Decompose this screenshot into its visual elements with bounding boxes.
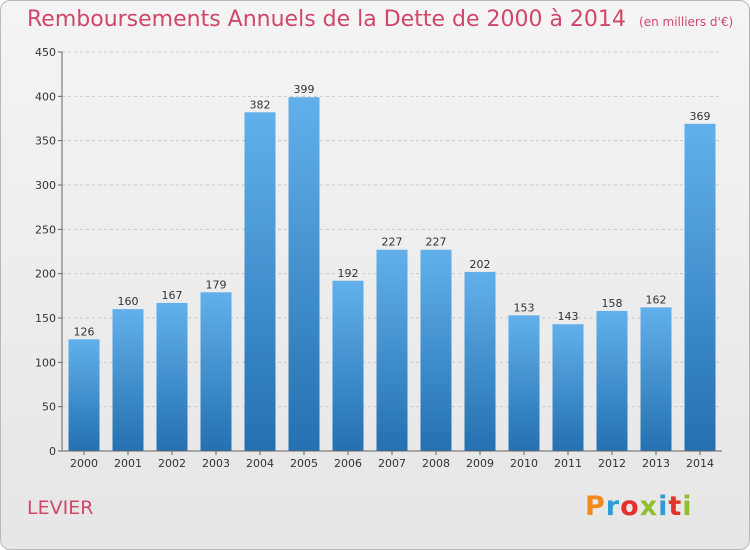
y-tick-label: 0 bbox=[49, 445, 56, 458]
data-label: 160 bbox=[118, 295, 139, 308]
y-tick-label: 250 bbox=[35, 223, 56, 236]
x-tick-label: 2008 bbox=[422, 457, 450, 470]
data-label: 158 bbox=[602, 297, 623, 310]
bar bbox=[464, 271, 496, 451]
data-label: 162 bbox=[646, 293, 667, 306]
x-tick-label: 2005 bbox=[290, 457, 318, 470]
bar bbox=[552, 324, 584, 451]
bars: 126 160 167 179 382 399 192 227 227 202 153 143 158 1… bbox=[68, 83, 716, 451]
data-label: 192 bbox=[338, 267, 359, 280]
logo-letter: i bbox=[658, 491, 669, 522]
y-tick-label: 50 bbox=[42, 401, 56, 414]
x-tick-label: 2010 bbox=[510, 457, 538, 470]
data-label: 126 bbox=[74, 325, 95, 338]
y-tick-label: 200 bbox=[35, 268, 56, 281]
logo-letter: t bbox=[668, 491, 683, 522]
data-label: 227 bbox=[426, 236, 447, 249]
x-tick-label: 2001 bbox=[114, 457, 142, 470]
x-tick-label: 2007 bbox=[378, 457, 406, 470]
bar bbox=[684, 123, 716, 451]
bar bbox=[68, 339, 100, 451]
logo-letter: o bbox=[620, 491, 640, 522]
bar bbox=[244, 112, 276, 451]
bar bbox=[376, 249, 408, 451]
y-tick-label: 100 bbox=[35, 356, 56, 369]
y-tick-label: 450 bbox=[35, 46, 56, 59]
axes: 0 50 100 150 200 250 300 350 400 450 2000 2001 2002 2… bbox=[35, 46, 722, 470]
title-text: Remboursements Annuels de la Dette de 20… bbox=[27, 7, 626, 32]
proxiti-logo: Proxiti bbox=[585, 491, 693, 522]
x-tick-label: 2004 bbox=[246, 457, 274, 470]
x-tick-label: 2000 bbox=[70, 457, 98, 470]
bar bbox=[156, 302, 188, 451]
data-label: 227 bbox=[382, 236, 403, 249]
bar bbox=[640, 307, 672, 451]
unit-label: (en milliers d'€) bbox=[639, 15, 734, 29]
data-label: 399 bbox=[294, 83, 315, 96]
bar bbox=[200, 292, 232, 451]
y-tick-label: 400 bbox=[35, 90, 56, 103]
commune-name: LEVIER bbox=[27, 497, 94, 519]
x-tick-label: 2011 bbox=[554, 457, 582, 470]
data-label: 167 bbox=[162, 289, 183, 302]
data-label: 153 bbox=[514, 301, 535, 314]
bar bbox=[596, 310, 628, 451]
chart-title: Remboursements Annuels de la Dette de 20… bbox=[27, 7, 733, 32]
bar bbox=[420, 249, 452, 451]
y-tick-label: 350 bbox=[35, 135, 56, 148]
x-tick-label: 2012 bbox=[598, 457, 626, 470]
bar bbox=[332, 280, 364, 451]
bar bbox=[288, 97, 320, 451]
logo-letter: P bbox=[585, 491, 606, 522]
x-tick-label: 2014 bbox=[686, 457, 714, 470]
logo-letter: r bbox=[605, 491, 621, 522]
data-label: 202 bbox=[470, 258, 491, 271]
y-tick-label: 300 bbox=[35, 179, 56, 192]
x-tick-label: 2002 bbox=[158, 457, 186, 470]
x-tick-label: 2009 bbox=[466, 457, 494, 470]
logo-letter: x bbox=[639, 491, 659, 522]
x-tick-label: 2006 bbox=[334, 457, 362, 470]
logo-letter: i bbox=[682, 491, 693, 522]
data-label: 382 bbox=[250, 98, 271, 111]
bar bbox=[112, 309, 144, 451]
y-tick-label: 150 bbox=[35, 312, 56, 325]
bar bbox=[508, 315, 540, 451]
data-label: 143 bbox=[558, 310, 579, 323]
x-tick-label: 2003 bbox=[202, 457, 230, 470]
data-label: 369 bbox=[690, 110, 711, 123]
x-tick-label: 2013 bbox=[642, 457, 670, 470]
data-label: 179 bbox=[206, 278, 227, 291]
